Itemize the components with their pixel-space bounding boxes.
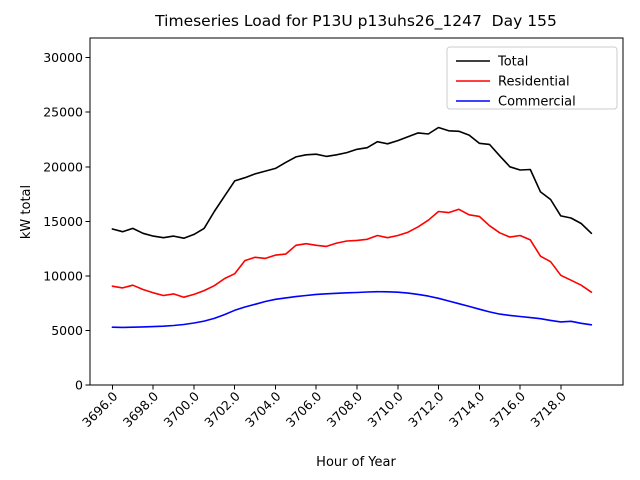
total-line [111,126,593,239]
chart-title: Timeseries Load for P13U p13uhs26_1247 D… [154,12,557,31]
x-axis-label: Hour of Year [316,455,396,470]
x-tick-label: 3706.0 [283,388,325,430]
x-tick-label: 3698.0 [120,388,162,430]
legend: Total Residential Commercial [446,46,618,110]
residential-line [111,208,593,299]
y-tick-label: 10000 [43,268,83,283]
y-tick-label: 15000 [43,214,83,229]
x-tick-label: 3712.0 [405,388,447,430]
legend-residential-label: Residential [498,75,570,90]
x-tick-label: 3700.0 [161,388,203,430]
y-tick-label: 30000 [43,50,83,65]
x-tick-label: 3696.0 [79,388,121,430]
y-tick-label: 25000 [43,105,83,120]
y-tick-label: 5000 [51,323,83,338]
x-tick-label: 3710.0 [364,388,406,430]
y-tick-label: 0 [75,378,83,393]
legend-commercial-label: Commercial [498,95,576,110]
x-tick-label: 3708.0 [324,388,366,430]
x-tick-label: 3718.0 [527,388,569,430]
x-tick-label: 3702.0 [201,388,243,430]
x-tick-label: 3704.0 [242,388,284,430]
commercial-line [111,290,593,329]
axes-spines [89,37,624,386]
legend-box [446,46,618,110]
y-axis-label: kW total [19,185,34,239]
x-tick-label: 3716.0 [487,388,529,430]
x-tick-label: 3714.0 [446,388,488,430]
legend-total-label: Total [497,55,528,70]
y-tick-label: 20000 [43,159,83,174]
